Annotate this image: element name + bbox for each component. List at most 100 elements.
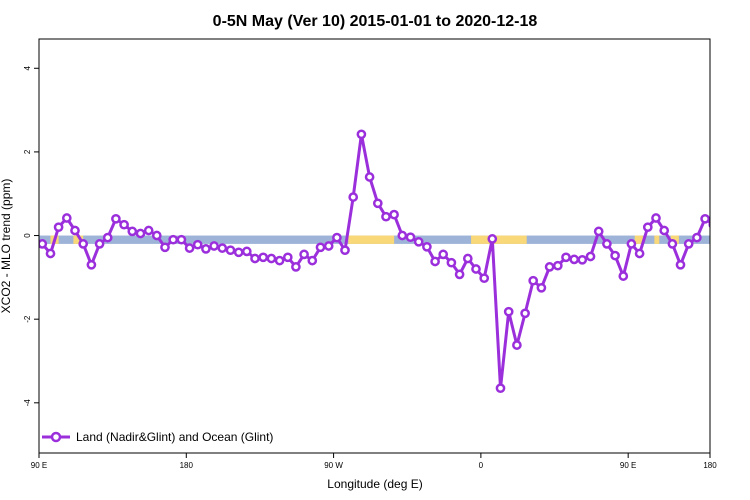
data-point-38 — [348, 192, 359, 202]
data-point-45 — [405, 232, 416, 243]
data-point-39 — [356, 129, 367, 140]
data-point-48 — [430, 256, 440, 267]
y-tick-label-0: -4 — [23, 399, 32, 407]
x-axis-label: Longitude (deg E) — [327, 477, 422, 491]
data-point-9 — [111, 213, 121, 224]
data-point-19 — [192, 239, 203, 250]
data-point-15 — [160, 242, 170, 253]
x-tick-label-0: 90 E — [31, 461, 47, 470]
legend-label: Land (Nadir&Glint) and Ocean (Glint) — [76, 430, 273, 444]
data-point-43 — [389, 209, 399, 220]
y-axis-ticks: -4 -2 0 2 4 — [23, 65, 39, 406]
legend-point-swatch — [50, 431, 62, 443]
data-point-6 — [86, 259, 97, 270]
data-point-28 — [266, 253, 277, 264]
data-point-60 — [528, 275, 539, 286]
data-point-10 — [119, 219, 129, 230]
data-point-31 — [291, 262, 301, 272]
data-point-70 — [610, 250, 620, 261]
x-tick-label-4: 90 E — [620, 461, 636, 470]
data-point-46 — [413, 236, 424, 247]
data-point-8 — [102, 232, 113, 243]
data-point-5 — [78, 239, 89, 249]
data-point-17 — [176, 234, 187, 245]
data-point-34 — [315, 242, 326, 253]
data-point-25 — [241, 246, 252, 257]
data-point-63 — [552, 260, 563, 271]
data-point-14 — [151, 230, 162, 241]
data-point-55 — [487, 234, 498, 244]
land-band-1 — [73, 235, 84, 244]
data-point-47 — [422, 241, 432, 252]
data-point-12 — [135, 228, 146, 239]
data-point-79 — [683, 239, 694, 249]
data-point-77 — [667, 239, 678, 249]
data-point-56 — [495, 383, 506, 394]
y-tick-label-3: 2 — [23, 149, 32, 154]
data-point-22 — [217, 243, 228, 253]
land-band-5 — [654, 235, 660, 244]
data-point-76 — [659, 225, 670, 236]
data-point-84 — [726, 230, 733, 237]
data-point-37 — [340, 245, 350, 256]
series-line — [41, 132, 710, 390]
plot-frame — [38, 38, 711, 454]
data-point-73 — [634, 248, 645, 259]
data-point-40 — [364, 172, 375, 182]
data-point-11 — [127, 226, 138, 237]
data-point-62 — [544, 262, 555, 272]
y-tick-label-2: 0 — [23, 233, 32, 238]
chart-title: 0-5N May (Ver 10) 2015-01-01 to 2020-12-… — [213, 13, 538, 30]
data-point-20 — [201, 244, 211, 254]
data-point-64 — [561, 252, 571, 263]
data-point-16 — [168, 234, 179, 245]
data-point-42 — [381, 211, 391, 222]
data-point-85 — [734, 227, 741, 234]
data-point-54 — [479, 273, 490, 284]
data-point-26 — [250, 253, 260, 264]
data-point-29 — [274, 255, 285, 266]
data-point-72 — [626, 239, 637, 249]
data-point-51 — [454, 269, 465, 280]
data-point-68 — [593, 226, 604, 237]
data-point-53 — [471, 264, 481, 274]
data-point-7 — [94, 239, 105, 249]
land-band-3 — [471, 235, 527, 244]
data-point-32 — [299, 249, 309, 260]
data-point-36 — [332, 232, 342, 243]
series-line-layer — [41, 132, 710, 390]
data-point-41 — [372, 198, 383, 209]
data-point-66 — [577, 254, 588, 265]
data-point-81 — [700, 213, 710, 224]
data-point-57 — [503, 306, 514, 317]
data-point-24 — [233, 247, 244, 258]
x-axis-ticks: 90 E 180 90 W 0 90 E 180 — [31, 453, 717, 470]
y-tick-label-1: -2 — [23, 315, 32, 323]
series-point-layer — [39, 129, 749, 394]
data-point-65 — [569, 254, 580, 265]
legend: Land (Nadir&Glint) and Ocean (Glint) — [42, 430, 273, 444]
data-point-21 — [209, 241, 219, 251]
data-point-83 — [718, 228, 725, 235]
data-point-35 — [323, 241, 334, 251]
land-band-4 — [634, 235, 643, 244]
data-point-80 — [692, 232, 702, 243]
data-point-71 — [618, 271, 629, 281]
data-point-23 — [225, 245, 236, 256]
data-point-75 — [651, 213, 661, 223]
data-point-86 — [742, 232, 749, 239]
data-point-0 — [39, 239, 48, 249]
data-point-30 — [282, 252, 293, 263]
data-point-4 — [70, 225, 80, 236]
data-point-13 — [143, 225, 154, 236]
x-tick-label-5: 180 — [703, 461, 717, 470]
x-tick-label-2: 90 W — [324, 461, 343, 470]
data-point-33 — [307, 255, 318, 266]
data-point-2 — [53, 222, 64, 233]
data-point-1 — [45, 248, 56, 259]
land-band-2 — [348, 235, 395, 244]
data-point-67 — [585, 251, 596, 262]
data-point-52 — [462, 253, 473, 264]
data-point-27 — [258, 252, 269, 263]
